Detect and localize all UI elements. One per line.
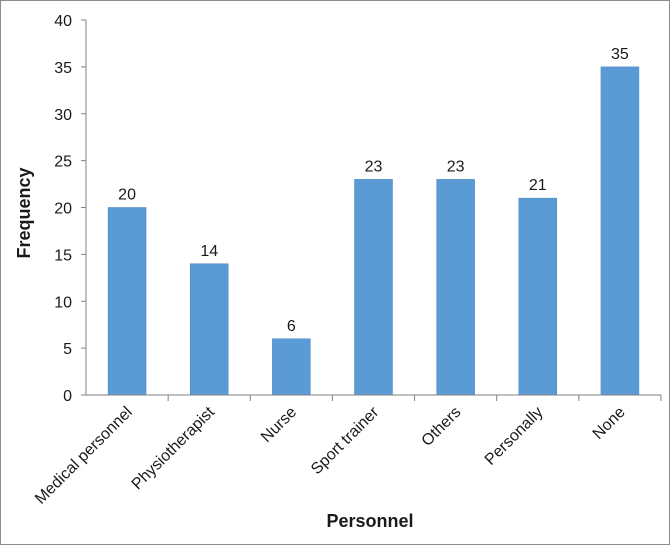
bar-none [600, 66, 640, 396]
data-label: 6 [287, 318, 296, 335]
x-tick-label: Personally [482, 404, 547, 469]
x-tick-label: None [590, 404, 629, 443]
y-tick-label: 0 [63, 388, 72, 405]
x-axis-title: Personnel [326, 511, 413, 531]
x-tick-label: Physiotherapist [129, 403, 219, 493]
x-tick-label: Others [418, 404, 464, 450]
x-tick-label: Sport trainer [308, 403, 383, 478]
data-label: 23 [447, 158, 465, 175]
y-tick-label: 35 [54, 60, 72, 77]
x-tick-label: Medical personnel [32, 404, 136, 508]
data-label: 14 [200, 243, 218, 260]
y-tick-label: 15 [54, 247, 72, 264]
x-tick-label: Nurse [258, 404, 300, 446]
y-tick-label: 5 [63, 341, 72, 358]
y-tick-label: 10 [54, 294, 72, 311]
bar-medical-personnel [107, 207, 147, 396]
bar-personally [518, 197, 558, 396]
y-tick-label: 30 [54, 107, 72, 124]
data-label: 21 [529, 177, 547, 194]
y-tick-label: 25 [54, 154, 72, 171]
bar-others [436, 179, 475, 396]
data-label: 23 [365, 158, 383, 175]
y-axis-title: Frequency [14, 167, 34, 258]
y-tick-label: 20 [54, 201, 72, 218]
bar-physiotherapist [189, 263, 229, 396]
bar-sport-trainer [354, 179, 393, 396]
bar-nurse [272, 338, 311, 396]
data-label: 35 [611, 46, 629, 63]
data-label: 20 [118, 187, 136, 204]
y-tick-label: 40 [54, 13, 72, 30]
